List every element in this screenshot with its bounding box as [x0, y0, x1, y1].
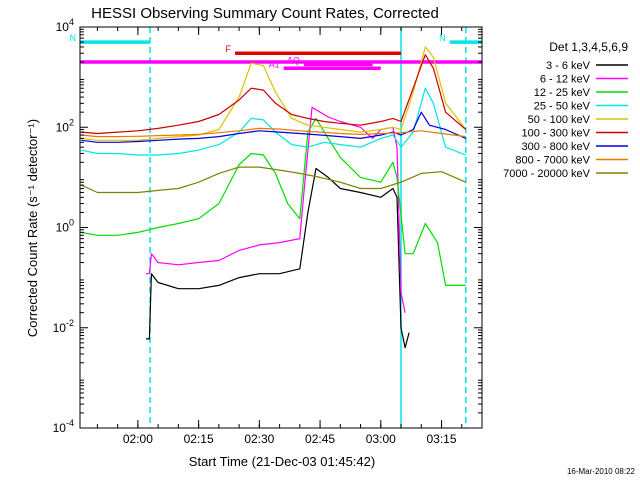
flag-label-2: F — [226, 44, 232, 54]
footer-date: 16-Mar-2010 08:22 — [567, 467, 636, 476]
legend-label-4: 50 - 100 keV — [528, 114, 591, 126]
series-line-3-6-kev — [146, 167, 410, 349]
plot-frame — [79, 26, 483, 429]
y-tick-label-1: 10-2 — [53, 318, 74, 335]
legend-label-3: 25 - 50 keV — [534, 101, 591, 113]
flag-label-1: N — [439, 33, 446, 43]
legend-label-7: 800 - 7000 keV — [515, 155, 590, 167]
series-line-300-800-kev — [81, 111, 467, 143]
series-line-50-100-kev — [81, 46, 467, 141]
x-tick-label-5: 03:15 — [427, 432, 457, 446]
legend-label-0: 3 - 6 keV — [546, 60, 591, 72]
vertical-markers — [149, 27, 467, 428]
series-line-6-12-kev — [146, 106, 406, 313]
y-tick-label-2: 100 — [56, 218, 74, 235]
series-lines — [80, 46, 467, 349]
legend-label-2: 12 - 25 keV — [534, 87, 591, 99]
legend-label-8: 7000 - 20000 keV — [503, 168, 591, 180]
legend-label-5: 100 - 300 keV — [522, 128, 591, 140]
y-tick-label-3: 102 — [56, 117, 74, 134]
x-axis-label: Start Time (21-Dec-03 01:45:42) — [189, 454, 375, 469]
series-line-12-25-kev — [81, 117, 466, 286]
x-axis: 02:00 02:15 02:30 02:45 03:00 03:15 — [96, 27, 483, 446]
x-tick-label-3: 02:45 — [305, 432, 335, 446]
chart-title: HESSI Observing Summary Count Rates, Cor… — [91, 5, 439, 22]
legend-label-1: 6 - 12 keV — [540, 74, 591, 86]
x-tick-label-2: 02:30 — [244, 432, 274, 446]
series-line-7000-20000-kev — [80, 166, 467, 194]
series-line-25-50-kev — [81, 87, 467, 156]
series-line-100-300-kev — [81, 54, 467, 135]
series-line-800-7000-kev — [81, 127, 466, 138]
legend-title: Det 1,3,4,5,6,9 — [549, 40, 628, 54]
legend-label-6: 300 - 800 keV — [522, 141, 591, 153]
flag-label-5: A1 — [269, 59, 280, 69]
y-axis: 10-4 10-2 100 102 104 — [53, 17, 482, 435]
y-tick-label-0: 10-4 — [53, 418, 74, 435]
flag-bars: N N F AQ A1 — [70, 33, 482, 71]
x-tick-label-1: 02:15 — [184, 432, 214, 446]
y-axis-label: Corrected Count Rate (s⁻¹ detector⁻¹) — [25, 119, 40, 337]
y-tick-label-4: 104 — [56, 17, 74, 34]
flag-label-4: AQ — [287, 55, 300, 65]
flag-label-0: N — [70, 33, 77, 43]
x-tick-label-4: 03:00 — [366, 432, 396, 446]
x-tick-label-0: 02:00 — [123, 432, 153, 446]
